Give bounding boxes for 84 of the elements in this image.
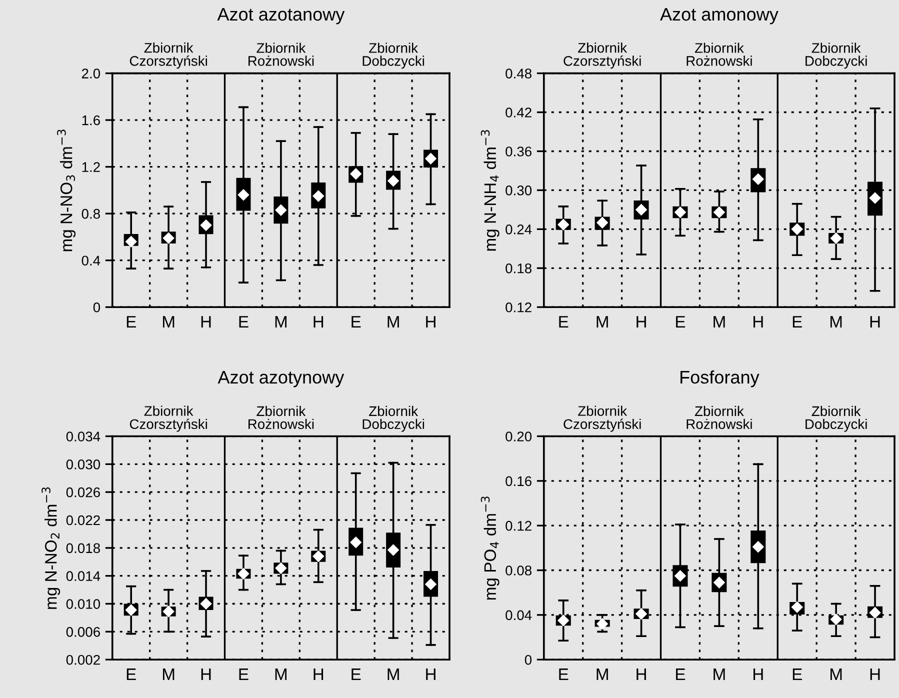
y-axis-title: mg N-NH$_{4}$ dm$^{−3}$	[480, 130, 500, 251]
y-tick-label: 0.12	[506, 520, 532, 531]
x-tick-label: H	[201, 316, 211, 328]
y-tick-label: 0.010	[66, 599, 100, 609]
chart-title: Azot azotanowy	[217, 8, 345, 24]
x-tick-label: H	[870, 316, 880, 328]
y-tick-label: 0	[524, 654, 532, 665]
x-tick-label: M	[275, 316, 287, 328]
y-tick-label: 0.36	[506, 146, 532, 156]
x-tick-label: M	[830, 668, 842, 680]
x-tick-label: E	[126, 316, 136, 328]
text: Zbiornik Dobczycki	[806, 406, 867, 432]
y-tick-label: 0.18	[506, 263, 532, 274]
text: Zbiornik Rożnowski	[248, 406, 314, 430]
y-tick-label: 0.4	[82, 256, 100, 266]
chart-title: Azot azotynowy	[218, 371, 344, 388]
x-tick-label: E	[792, 316, 802, 328]
y-tick-label: 0.48	[506, 68, 532, 78]
y-tick-label: 0.24	[506, 224, 532, 234]
y-tick-label: 0.12	[506, 302, 532, 312]
x-tick-label: M	[830, 316, 842, 328]
x-tick-label: M	[162, 316, 174, 328]
chart-title: Azot amonowy	[660, 8, 778, 24]
text: Zbiornik Rożnowski	[686, 42, 752, 66]
x-tick-label: H	[201, 668, 211, 680]
x-tick-label: H	[870, 668, 880, 680]
x-tick-label: H	[426, 316, 436, 328]
y-tick-label: 0.20	[506, 432, 532, 442]
text: Zbiornik Dobczycki	[806, 42, 867, 69]
x-tick-label: H	[636, 668, 646, 680]
x-tick-label: H	[314, 668, 324, 680]
y-tick-label: 1.2	[82, 162, 100, 172]
x-tick-label: H	[636, 316, 646, 328]
x-tick-label: E	[126, 668, 136, 680]
x-tick-label: H	[754, 668, 763, 680]
y-tick-label: 0.002	[66, 654, 100, 665]
y-tick-label: 0.018	[66, 543, 100, 554]
y-tick-label: 0.8	[82, 208, 100, 219]
x-tick-label: M	[714, 316, 725, 328]
chart-title: Fosforany	[680, 370, 760, 388]
x-tick-label: M	[162, 668, 174, 680]
y-tick-label: 0.034	[66, 432, 100, 442]
y-tick-label: 0	[93, 302, 100, 312]
text: Zbiornik Czorsztyński	[564, 42, 641, 69]
y-tick-label: 0.006	[66, 627, 100, 637]
y-tick-label: 0.16	[506, 476, 532, 486]
y-axis-title: mg PO$_{4}$ dm$^{−3}$	[480, 496, 500, 600]
x-tick-label: E	[676, 668, 686, 680]
x-tick-label: M	[275, 668, 287, 680]
x-tick-label: E	[352, 668, 361, 680]
y-axis-title: mg N-NO$_{2}$ dm$^{−3}$	[42, 487, 60, 609]
text: Zbiornik Dobczycki	[362, 42, 424, 69]
y-tick-label: 0.014	[66, 571, 100, 582]
y-tick-label: 0.030	[66, 460, 100, 470]
x-tick-label: E	[352, 316, 361, 328]
text: Zbiornik Rożnowski	[248, 42, 314, 66]
y-tick-label: 2.0	[82, 68, 100, 78]
text: Zbiornik Rożnowski	[686, 406, 752, 430]
y-tick-label: 0.04	[506, 610, 532, 620]
x-tick-label: M	[388, 668, 399, 680]
x-tick-label: E	[676, 316, 686, 328]
text: Zbiornik Czorsztyński	[130, 406, 207, 432]
x-tick-label: E	[792, 668, 802, 680]
x-tick-label: M	[596, 668, 608, 680]
y-tick-label: 0.42	[506, 108, 532, 118]
text: Zbiornik Czorsztyński	[130, 42, 207, 69]
x-tick-label: E	[559, 668, 568, 680]
x-tick-label: E	[239, 316, 248, 328]
x-tick-label: E	[559, 316, 568, 328]
x-tick-label: M	[714, 668, 725, 680]
text: Zbiornik Czorsztyński	[564, 406, 641, 432]
text: Zbiornik Dobczycki	[362, 406, 424, 432]
y-tick-label: 0.022	[66, 515, 100, 526]
x-tick-label: H	[754, 316, 763, 328]
x-tick-label: H	[426, 668, 436, 680]
y-tick-label: 0.026	[66, 487, 100, 498]
x-tick-label: H	[314, 316, 324, 328]
y-tick-label: 1.6	[82, 115, 100, 126]
y-tick-label: 0.30	[506, 186, 532, 196]
y-tick-label: 0.08	[506, 566, 532, 576]
x-tick-label: M	[596, 316, 608, 328]
y-axis-title: mg N-NO$_{3}$ dm$^{−3}$	[57, 130, 76, 252]
x-tick-label: M	[388, 316, 399, 328]
x-tick-label: E	[239, 668, 248, 680]
